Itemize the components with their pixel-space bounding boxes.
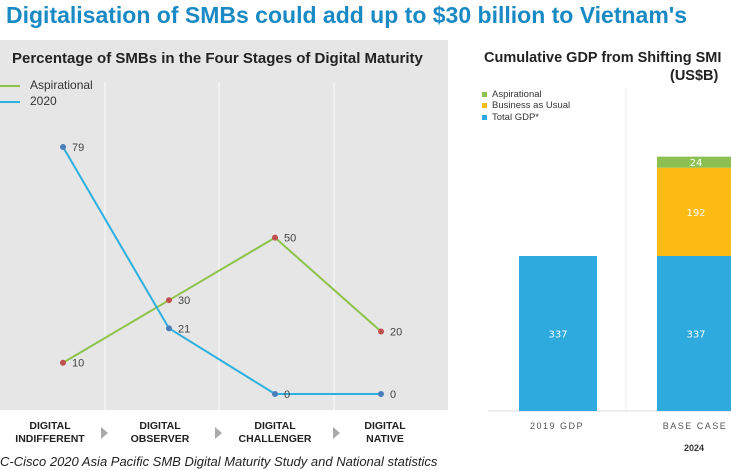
stage-label: DIGITAL NATIVE	[364, 420, 406, 445]
legend-total-gdp: Total GDP*	[482, 112, 539, 123]
bar-value-label: 24	[690, 158, 703, 169]
arrow-icon	[215, 427, 222, 439]
data-label: 0	[284, 389, 290, 401]
data-point	[60, 143, 66, 150]
data-label: 30	[178, 295, 190, 307]
bar-segment	[657, 167, 731, 256]
data-point	[378, 328, 384, 335]
legend-label: Aspirational	[30, 78, 93, 92]
legend-2020: 2020	[0, 94, 57, 108]
legend-aspirational: Aspirational	[0, 78, 93, 92]
line-chart-panel	[0, 40, 448, 410]
legend-swatch	[0, 101, 20, 103]
series-line-aspirational	[62, 236, 382, 364]
bar-value-label: 192	[686, 208, 705, 219]
stage-label: DIGITAL OBSERVER	[130, 420, 190, 445]
data-point	[166, 297, 172, 304]
data-label: 79	[72, 142, 84, 154]
bar-chart-subtitle: (US$B)	[670, 68, 719, 84]
stage-label: DIGITAL CHALLENGER	[238, 420, 312, 445]
x-tick-label: BASE CASE	[662, 421, 728, 431]
stage-label: DIGITAL INDIFFERENT	[15, 420, 85, 445]
group-label: 2024	[684, 443, 705, 453]
legend-label: 2020	[30, 94, 57, 108]
bar-segment	[519, 256, 597, 411]
line-chart-title: Percentage of SMBs in the Four Stages of…	[12, 50, 423, 67]
arrow-icon	[101, 427, 108, 439]
arrow-icon	[333, 427, 340, 439]
bar-value-label: 337	[548, 330, 567, 341]
bar-segment	[657, 256, 731, 411]
data-label: 20	[390, 326, 402, 338]
series-line-2020	[62, 146, 381, 395]
legend-business-as-usual: Business as Usual	[482, 100, 570, 111]
legend-swatch	[0, 85, 20, 87]
bar-segment	[657, 156, 731, 168]
slide-title: Digitalisation of SMBs could add up to $…	[6, 2, 688, 28]
data-label: 50	[284, 233, 296, 245]
legend-aspirational: Aspirational	[482, 89, 542, 100]
source-note: C-Cisco 2020 Asia Pacific SMB Digital Ma…	[0, 454, 438, 469]
data-label: 10	[72, 358, 84, 370]
data-point	[60, 359, 66, 366]
data-point	[378, 391, 384, 397]
data-point	[272, 234, 278, 241]
data-point	[272, 391, 278, 397]
x-tick-label: 2019 GDP	[529, 421, 585, 431]
bar-value-label: 337	[686, 330, 705, 341]
data-point	[166, 325, 172, 332]
bar-chart-title: Cumulative GDP from Shifting SMI	[484, 50, 722, 66]
data-label: 0	[390, 389, 396, 401]
data-label: 21	[178, 323, 190, 335]
